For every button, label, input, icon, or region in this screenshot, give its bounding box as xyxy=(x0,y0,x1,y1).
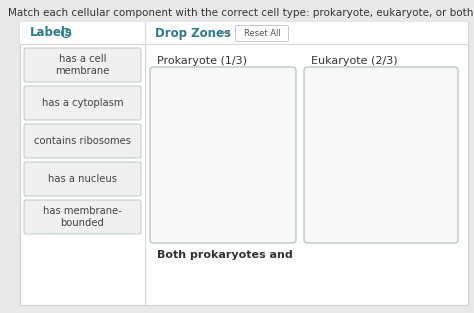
Text: has a nucleus: has a nucleus xyxy=(48,174,117,184)
Text: has a cytoplasm: has a cytoplasm xyxy=(42,98,123,108)
Text: Match each cellular component with the correct cell type: prokaryote, eukaryote,: Match each cellular component with the c… xyxy=(8,8,474,18)
FancyBboxPatch shape xyxy=(24,162,141,196)
FancyBboxPatch shape xyxy=(150,67,296,243)
FancyBboxPatch shape xyxy=(24,86,141,120)
Text: i: i xyxy=(65,29,67,38)
Text: contains ribosomes: contains ribosomes xyxy=(34,136,131,146)
Text: Eukaryote (2/3): Eukaryote (2/3) xyxy=(311,56,398,66)
FancyBboxPatch shape xyxy=(304,67,458,243)
FancyBboxPatch shape xyxy=(24,48,141,82)
FancyBboxPatch shape xyxy=(24,124,141,158)
Text: Labels: Labels xyxy=(30,27,73,39)
FancyBboxPatch shape xyxy=(20,22,468,305)
Text: has membrane-
bounded: has membrane- bounded xyxy=(43,206,122,228)
FancyBboxPatch shape xyxy=(20,22,468,44)
Text: Prokaryote (1/3): Prokaryote (1/3) xyxy=(157,56,247,66)
Text: ←: ← xyxy=(221,28,230,38)
FancyBboxPatch shape xyxy=(236,25,289,42)
Text: Drop Zones: Drop Zones xyxy=(155,27,231,39)
Text: has a cell
membrane: has a cell membrane xyxy=(55,54,109,76)
FancyBboxPatch shape xyxy=(24,200,141,234)
Text: Reset All: Reset All xyxy=(244,29,281,38)
Text: Both prokaryotes and: Both prokaryotes and xyxy=(157,250,293,260)
